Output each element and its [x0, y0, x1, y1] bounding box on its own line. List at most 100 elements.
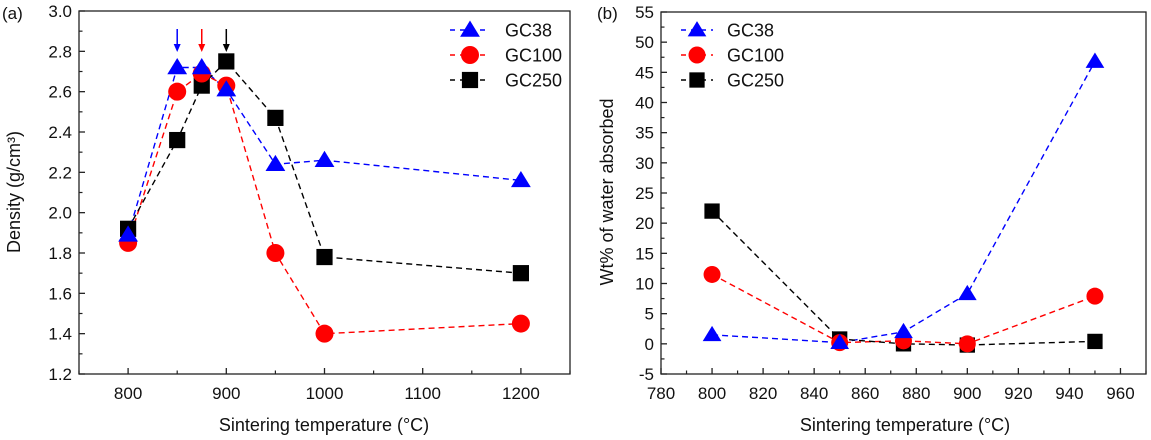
panel-b-line-gc38: [712, 61, 1096, 344]
panel-b-y-tick-label: 45: [635, 63, 654, 82]
panel-a-y-axis: 1.2 1.4 1.6 1.8 2.0 2.2 2.4 2.6 2.8 3.0: [48, 2, 85, 384]
panel-b-y-tick-label: 35: [635, 124, 654, 143]
panel-a-point-gc250: [316, 248, 333, 266]
panel-a-label: (a): [2, 4, 23, 23]
panel-a-peak-arrows: [173, 29, 230, 52]
panel-a-peak-arrow-head: [198, 44, 206, 52]
panel-b-point-gc250: [704, 203, 720, 219]
panel-a-y-tick-label: 1.4: [48, 325, 72, 344]
panel-b-legend: GC38 GC100 GC250: [681, 21, 784, 91]
panel-a-point-gc38: [167, 58, 188, 75]
panel-b-x-tick-label: 920: [1004, 384, 1032, 403]
panel-a-legend: GC38 GC100 GC250: [450, 21, 562, 91]
panel-a-line-gc100: [127, 72, 521, 335]
panel-b-water-absorption-chart: (b) 780 800 820 840 860 880 900 920 940 960 -5 0 5 1…: [597, 3, 1147, 435]
panel-a-point-gc100: [511, 314, 530, 333]
panel-a-point-gc38: [191, 58, 212, 75]
panel-b-point-gc38: [1085, 52, 1105, 68]
panel-b-legend-marker-gc100: [688, 46, 706, 64]
panel-b-y-tick-label: 55: [635, 3, 654, 22]
panel-a-series-lines: [127, 60, 521, 335]
panel-b-label: (b): [597, 4, 618, 23]
panel-b-point-gc38: [830, 333, 850, 350]
panel-a-x-axis: 800 900 1000 1100 1200: [78, 368, 571, 403]
panel-b-y-tick-label: 30: [635, 154, 654, 173]
panel-a-legend-marker-gc100: [461, 46, 479, 64]
panel-a-legend-marker-gc38: [460, 20, 480, 37]
panel-b-y-tick-label: 20: [635, 214, 654, 233]
panel-a-x-tick-label: 900: [212, 384, 240, 403]
panel-b-markers: [702, 52, 1105, 353]
panel-b-y-tick-label: 10: [635, 275, 654, 294]
panel-b-point-gc250: [1087, 333, 1103, 350]
panel-b-y-axis: -5 0 5 10 15 20 25 30 35 40 45 50 55: [635, 3, 667, 384]
panel-a-legend-marker-gc250: [461, 71, 479, 89]
panel-a-point-gc100: [315, 324, 334, 343]
panel-a-point-gc38: [511, 170, 531, 188]
panel-a-point-gc250: [218, 53, 235, 70]
panel-b-x-tick-label: 800: [698, 384, 726, 403]
panel-a-y-tick-label: 2.8: [48, 42, 72, 61]
panel-b-x-axis: 780 800 820 840 860 880 900 920 940 960: [647, 368, 1147, 403]
panel-a-point-gc38: [216, 80, 237, 97]
panel-a-y-tick-label: 1.8: [48, 244, 72, 263]
panel-b-legend-label: GC100: [727, 46, 784, 66]
panel-a-point-gc250: [193, 77, 210, 94]
panel-b-legend-marker-gc38: [687, 21, 707, 37]
panel-b-legend-marker-gc250: [689, 72, 705, 88]
panel-a-y-tick-label: 2.2: [48, 163, 72, 182]
panel-b-y-axis-title: Wt% of water absorbed: [597, 98, 617, 285]
panel-a-y-axis-title: Density (g/cm³): [4, 131, 24, 253]
panel-b-point-gc38: [702, 325, 722, 342]
panel-a-y-tick-label: 2.4: [48, 123, 72, 142]
panel-a-x-axis-title: Sintering temperature (°C): [219, 415, 429, 435]
panel-b-point-gc100: [703, 265, 721, 283]
panel-a-point-gc250: [267, 109, 284, 126]
panel-a-point-gc250: [169, 131, 186, 149]
panel-a-legend-label: GC100: [505, 46, 562, 66]
panel-b-y-tick-label: -5: [639, 365, 654, 384]
panel-a-peak-arrow-head: [173, 44, 181, 52]
panel-b-plot-frame: [660, 11, 1147, 375]
panel-a-legend-label: GC250: [505, 71, 562, 91]
panel-b-y-tick-label: 5: [645, 305, 654, 324]
panel-b-point-gc38: [957, 284, 977, 301]
panel-b-x-tick-label: 940: [1055, 384, 1083, 403]
panel-b-y-tick-label: 15: [635, 244, 654, 263]
panel-a-point-gc38: [265, 154, 286, 172]
panel-b-x-tick-label: 900: [953, 384, 981, 403]
panel-a-plot-frame: [78, 10, 571, 375]
panel-a-legend-label: GC38: [505, 21, 552, 41]
panel-a-y-tick-label: 3.0: [48, 2, 72, 21]
panel-a-x-tick-label: 1100: [404, 384, 441, 403]
panel-a-y-tick-label: 2.6: [48, 83, 72, 102]
panel-b-series-lines: [711, 61, 1096, 346]
panel-a-point-gc38: [118, 225, 138, 242]
panel-b-x-tick-label: 840: [800, 384, 828, 403]
panel-b-y-tick-label: 40: [635, 94, 654, 113]
panel-b-x-tick-label: 820: [749, 384, 777, 403]
panel-b-x-tick-label: 880: [902, 384, 930, 403]
panel-a-density-chart: (a) 800 900 1000 1100 1200 1.2 1.4 1.6 1.8 2.0 2.…: [2, 2, 571, 435]
panel-b-x-axis-title: Sintering temperature (°C): [800, 415, 1010, 435]
panel-b-legend-label: GC250: [727, 71, 784, 91]
panel-b-y-tick-label: 0: [645, 335, 654, 354]
panel-a-y-tick-label: 1.2: [48, 365, 72, 384]
panel-a-markers: [118, 53, 531, 343]
panel-a-x-tick-label: 800: [114, 384, 142, 403]
panel-a-point-gc250: [512, 265, 529, 282]
panel-b-y-tick-label: 25: [635, 184, 654, 203]
panel-b-point-gc100: [958, 335, 976, 353]
panel-a-point-gc100: [168, 82, 187, 101]
panel-b-x-tick-label: 780: [647, 384, 675, 403]
panel-a-peak-arrow-head: [222, 44, 230, 52]
panel-a-point-gc38: [314, 150, 335, 167]
panel-a-point-gc100: [266, 244, 285, 262]
panel-a-x-tick-label: 1000: [306, 384, 344, 403]
panel-a-y-tick-label: 2.0: [48, 204, 72, 223]
panel-a-x-tick-label: 1200: [502, 384, 540, 403]
panel-b-legend-label: GC38: [727, 21, 774, 41]
panel-b-x-tick-label: 860: [851, 384, 879, 403]
panel-b-x-tick-label: 960: [1106, 384, 1134, 403]
